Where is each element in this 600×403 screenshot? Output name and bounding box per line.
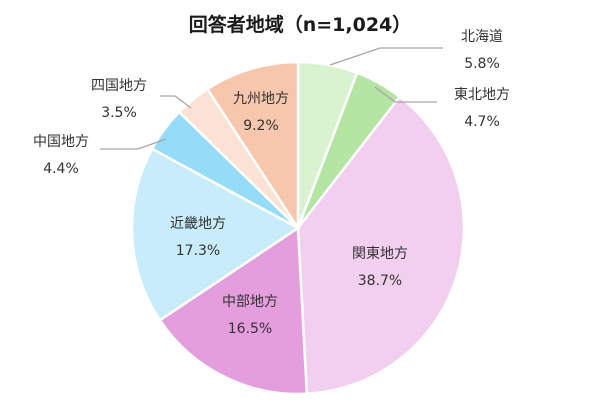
slice-value-label: 17.3% [176,243,220,259]
slice-label: 四国地方 [91,78,147,94]
slice-label: 九州地方 [233,91,289,107]
leader-line [100,138,167,150]
leader-line [374,86,437,103]
pie-slice [158,225,309,396]
leader-line [160,95,192,109]
slice-value-label: 9.2% [243,118,279,134]
pie-labels: 北海道 5.8% 東北地方 4.7% 関東地方 38.7% 中部地方 16.5% 近畿地方 17.… [33,29,510,337]
slice-value-label: 5.8% [464,56,500,72]
slice-value-label: 4.4% [43,161,79,177]
slice-value-label: 3.5% [101,105,137,121]
slice-value-label: 4.7% [464,114,500,130]
leader-line [329,47,443,66]
slice-label: 東北地方 [454,87,510,103]
slice-value-label: 38.7% [358,273,402,289]
slice-label: 中国地方 [33,134,89,150]
leader-lines [100,47,443,150]
slice-label: 関東地方 [352,246,408,262]
slice-label: 北海道 [461,29,503,45]
pie-slice [205,60,300,233]
pie-slice [130,147,301,322]
pie-slices [130,60,466,396]
slice-value-label: 16.5% [228,321,272,337]
pie-slice [296,95,466,396]
slice-label: 近畿地方 [170,216,226,232]
slice-label: 中部地方 [222,294,278,310]
chart-title: 回答者地域（n=1,024） [189,13,412,36]
